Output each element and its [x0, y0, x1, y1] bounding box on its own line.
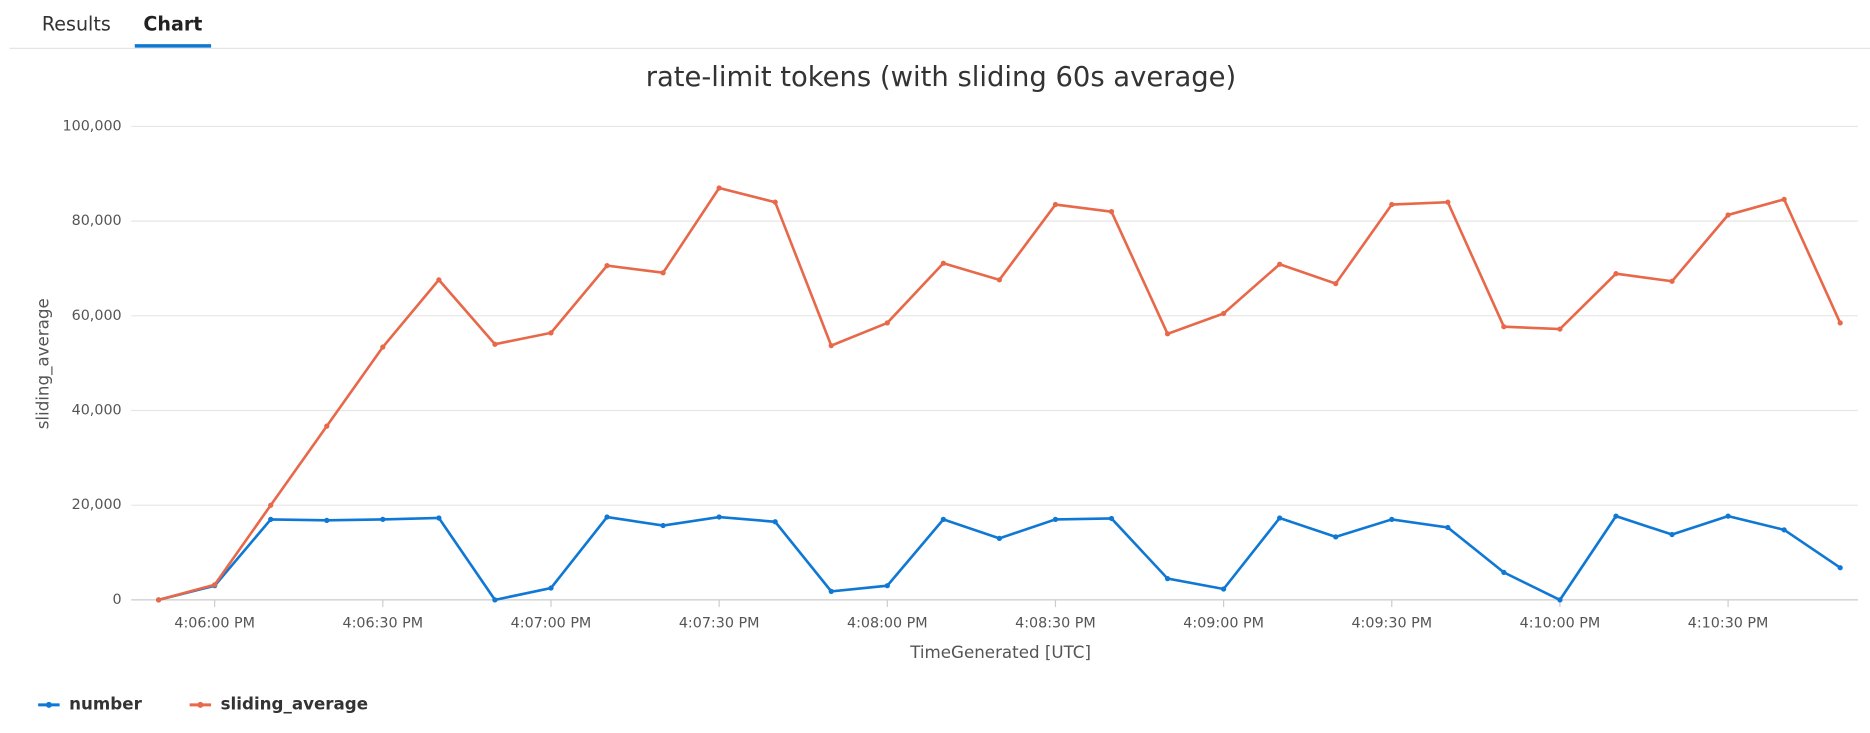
data-point: [1557, 597, 1563, 603]
series-line: [158, 514, 1841, 602]
data-point: [324, 517, 330, 523]
data-point: [1501, 569, 1507, 576]
data-point: [1837, 565, 1843, 571]
data-point: [1108, 515, 1115, 522]
data-point: [268, 516, 274, 523]
data-point: [1501, 324, 1507, 330]
data-point: [436, 277, 442, 283]
data-point: [1220, 586, 1227, 592]
data-point: [828, 588, 834, 594]
data-point: [1557, 326, 1563, 332]
data-point: [604, 263, 610, 269]
x-tick-label: 4:07:30 PM: [679, 616, 760, 632]
data-point: [996, 277, 1003, 283]
data-point: [492, 597, 498, 603]
data-point: [1052, 201, 1059, 208]
data-point: [772, 519, 778, 525]
data-point: [268, 502, 274, 508]
y-tick-label: 20,000: [72, 497, 122, 513]
x-tick-label: 4:09:00 PM: [1183, 616, 1264, 632]
data-point: [884, 320, 890, 326]
data-point: [380, 344, 386, 350]
data-point: [660, 522, 666, 529]
y-tick-label: 100,000: [63, 118, 122, 134]
data-point: [1277, 515, 1283, 521]
data-point: [1333, 280, 1339, 287]
data-point: [1725, 212, 1731, 218]
data-point: [548, 585, 554, 591]
y-tick-label: 80,000: [72, 213, 122, 229]
data-point: [1781, 196, 1787, 202]
data-point: [1613, 271, 1619, 277]
data-point: [1445, 524, 1451, 531]
data-point: [716, 514, 722, 520]
x-tick-label: 4:08:30 PM: [1015, 616, 1096, 632]
y-tick-label: 60,000: [72, 308, 122, 324]
data-point: [492, 341, 498, 347]
data-point: [1781, 527, 1787, 533]
data-point: [1389, 516, 1395, 523]
data-point: [155, 597, 162, 603]
data-point: [716, 185, 722, 191]
data-point: [1725, 513, 1731, 519]
data-point: [1108, 209, 1115, 215]
x-tick-label: 4:10:30 PM: [1688, 616, 1769, 632]
data-point: [940, 516, 946, 523]
data-point: [324, 423, 330, 429]
x-tick-label: 4:09:30 PM: [1351, 616, 1432, 632]
data-point: [1164, 331, 1171, 337]
data-point: [1052, 516, 1059, 523]
data-point: [940, 260, 946, 266]
tab-results[interactable]: Results: [42, 14, 111, 36]
data-point: [996, 535, 1003, 541]
data-point: [436, 515, 442, 521]
x-tick-label: 4:07:00 PM: [511, 616, 592, 632]
x-axis-label: TimeGenerated [UTC]: [909, 643, 1091, 662]
data-point: [828, 343, 834, 349]
x-tick-label: 4:10:00 PM: [1520, 616, 1601, 632]
data-point: [1669, 531, 1675, 538]
data-point: [1333, 534, 1339, 540]
data-point: [548, 330, 554, 336]
data-point: [1837, 320, 1843, 326]
legend-label[interactable]: sliding_average: [221, 694, 368, 713]
legend-label[interactable]: number: [69, 694, 142, 713]
data-point: [884, 583, 890, 589]
data-point: [1277, 261, 1283, 267]
tab-chart[interactable]: Chart: [143, 14, 202, 36]
data-point: [772, 199, 778, 205]
data-point: [1220, 310, 1227, 317]
data-point: [604, 514, 610, 520]
data-point: [1613, 513, 1619, 519]
data-point: [212, 582, 218, 588]
y-axis-label: sliding_average: [34, 298, 54, 429]
y-tick-label: 40,000: [72, 403, 122, 419]
data-point: [1389, 201, 1395, 208]
data-point: [660, 270, 666, 276]
tab-underline: [134, 44, 212, 48]
data-point: [380, 516, 386, 523]
data-point: [1445, 199, 1451, 205]
data-point: [1164, 575, 1171, 582]
x-tick-label: 4:06:00 PM: [174, 616, 255, 632]
legend-dot: [197, 701, 204, 708]
data-point: [1669, 278, 1675, 284]
y-tick-label: 0: [113, 592, 122, 608]
x-tick-label: 4:08:00 PM: [847, 616, 928, 632]
chart-title: rate-limit tokens (with sliding 60s aver…: [646, 62, 1236, 93]
x-tick-label: 4:06:30 PM: [343, 616, 424, 632]
legend-dot: [45, 701, 52, 708]
